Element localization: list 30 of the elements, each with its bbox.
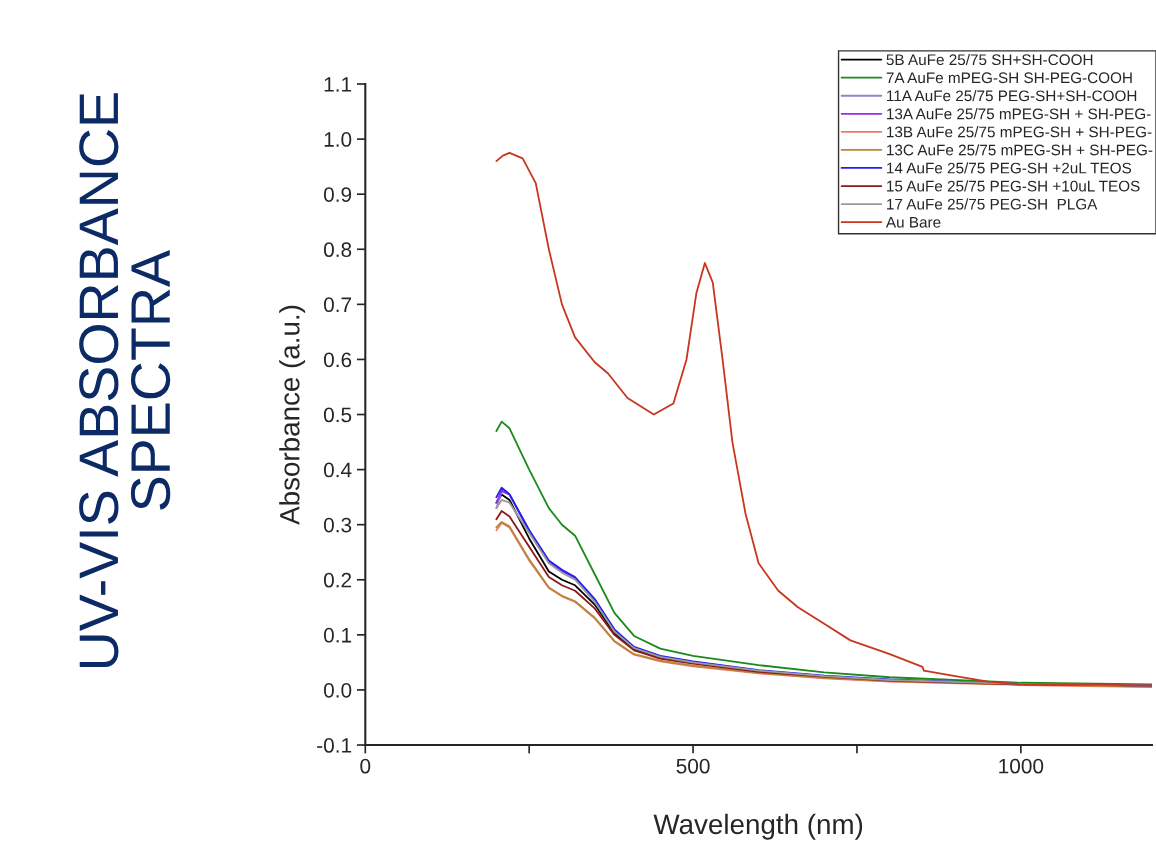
y-tick-label: 0.8 — [323, 242, 352, 258]
y-tick-label: 0.0 — [323, 682, 352, 698]
legend-label: 11A AuFe 25/75 PEG-SH+SH-COOH — [887, 90, 1137, 102]
legend-label: Au Bare — [885, 216, 941, 228]
x-tick-label: 0 — [360, 758, 371, 774]
y-tick-label: 0.4 — [323, 462, 352, 478]
legend-label: 14 AuFe 25/75 PEG-SH +2uL TEOS — [887, 162, 1132, 174]
y-tick-label: 1.0 — [324, 132, 352, 147]
y-tick-label: 0.6 — [323, 352, 352, 368]
y-tick-label: 0.7 — [323, 297, 352, 313]
y-tick-label: 0.2 — [323, 572, 352, 588]
legend-label: 7A AuFe mPEG-SH SH-PEG-COOH — [886, 72, 1132, 84]
y-tick-label: 0.1 — [323, 627, 352, 643]
x-axis-title: Wavelength (nm) — [653, 813, 863, 840]
y-tick-label: -0.1 — [317, 738, 352, 753]
y-tick-label: 1.1 — [324, 77, 352, 92]
legend-label: 13C AuFe 25/75 mPEG-SH + SH-PEG- — [887, 144, 1153, 156]
legend-label: 17 AuFe 25/75 PEG-SH PLGA — [887, 198, 1098, 210]
text: UV-VIS ABSORBANCE SPECTRA — [79, 93, 171, 668]
y-axis-title: Absorbance (a.u.) — [279, 305, 306, 525]
y-tick-label: 0.3 — [323, 517, 352, 533]
x-tick-label: 1000 — [999, 758, 1044, 774]
legend-label: 13A AuFe 25/75 mPEG-SH + SH-PEG- — [887, 108, 1151, 120]
y-tick-label: 0.9 — [323, 187, 352, 202]
x-tick-label: 500 — [676, 758, 710, 774]
legend-label: 15 AuFe 25/75 PEG-SH +10uL TEOS — [887, 180, 1140, 192]
legend-label: 5B AuFe 25/75 SH+SH-COOH — [886, 53, 1093, 66]
legend-label: 13B AuFe 25/75 mPEG-SH + SH-PEG- — [887, 126, 1152, 138]
line-series — [495, 420, 1152, 686]
y-tick-label: 0.5 — [323, 407, 352, 423]
